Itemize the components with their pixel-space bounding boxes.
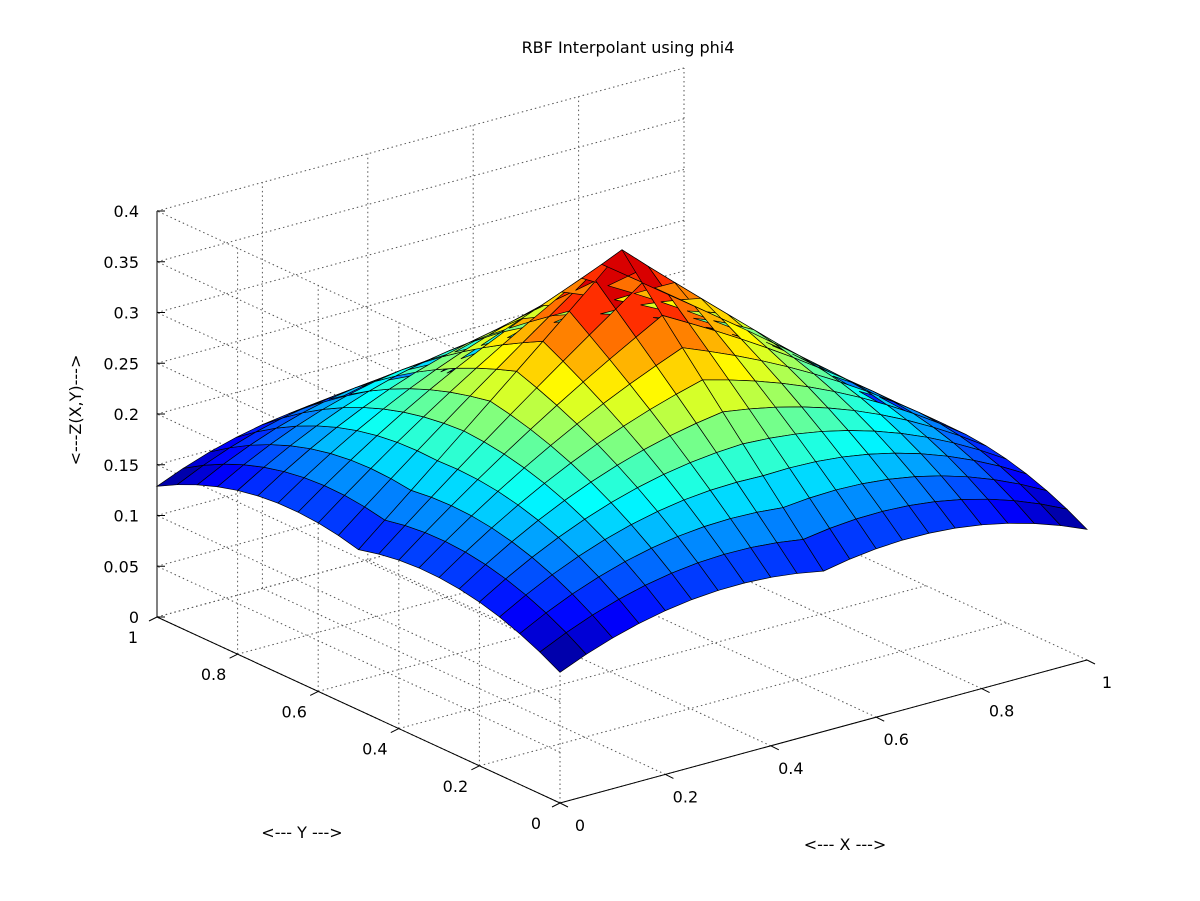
y-tick-label: 1 (128, 628, 138, 647)
grid-line (156, 118, 685, 263)
x-tick-label: 0.2 (673, 787, 698, 806)
x-tick-label: 0.4 (778, 759, 803, 778)
y-tick-label: 0.2 (443, 777, 468, 796)
y-tick-mark (390, 728, 400, 734)
y-tick-mark (229, 653, 238, 659)
grid-line (156, 67, 685, 212)
grid-line (398, 585, 926, 730)
z-tick-label: 0.3 (114, 304, 139, 323)
y-tick-label: 0.6 (281, 702, 306, 721)
y-tick-mark (148, 616, 158, 622)
x-tick-mark (770, 745, 780, 751)
x-tick-label: 0 (575, 816, 585, 835)
z-tick-label: 0.25 (103, 354, 139, 373)
z-tick-label: 0 (129, 608, 139, 627)
y-tick-label: 0.4 (362, 740, 387, 759)
z-tick-label: 0.15 (103, 456, 139, 475)
x-tick-mark (875, 716, 885, 722)
grid-line (156, 565, 561, 753)
y-tick-mark (309, 690, 319, 696)
grid-line (156, 219, 685, 364)
x-tick-mark (559, 802, 569, 808)
y-tick-mark (471, 765, 480, 771)
surface-mesh (155, 249, 1088, 673)
surface-face (1039, 503, 1088, 530)
z-axis-label: <---Z(X,Y)---> (66, 355, 85, 466)
y-axis-label: <--- Y ---> (261, 823, 342, 842)
y-tick-label: 0.8 (201, 665, 226, 684)
x-tick-label: 1 (1102, 673, 1112, 692)
grid-line (156, 210, 561, 398)
z-tick-label: 0.4 (114, 202, 139, 221)
x-axis-line (559, 659, 1088, 804)
y-tick-mark (551, 802, 561, 808)
z-tick-label: 0.2 (114, 405, 139, 424)
x-tick-mark (665, 773, 674, 779)
axes (148, 210, 1096, 808)
z-tick-label: 0.35 (103, 253, 139, 272)
x-axis-label: <--- X ---> (804, 835, 887, 854)
grid-line (156, 515, 561, 702)
x-tick-label: 0.8 (989, 702, 1014, 721)
z-tick-label: 0.1 (114, 507, 139, 526)
y-tick-label: 0 (531, 814, 541, 833)
x-tick-mark (981, 688, 990, 694)
x-tick-mark (1086, 659, 1096, 665)
x-tick-label: 0.6 (883, 730, 908, 749)
tick-labels: 00.20.40.60.8100.20.40.60.8100.050.10.15… (103, 202, 1112, 835)
chart-title: RBF Interpolant using phi4 (522, 38, 735, 57)
grid-line (156, 261, 561, 449)
grid-line (156, 169, 685, 313)
y-axis-line (156, 616, 561, 804)
grid-line (262, 587, 666, 775)
grid-line (156, 464, 561, 652)
grid-line (479, 622, 1007, 767)
z-tick-label: 0.05 (103, 557, 139, 576)
